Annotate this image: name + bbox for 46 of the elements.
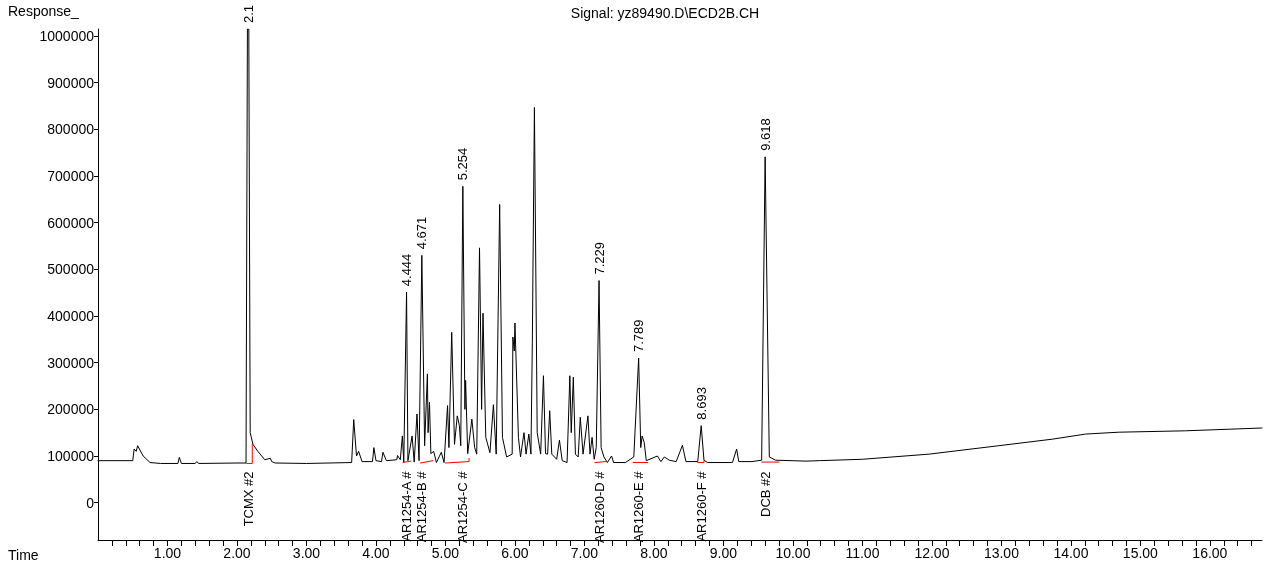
x-tick-label: 14.00 [1053, 545, 1089, 561]
annotation: TCMX #2 [241, 471, 257, 527]
annotation: 5.254 [455, 147, 471, 181]
y-tick-label: 0 [86, 494, 95, 511]
x-tick-label: 5.00 [431, 545, 460, 561]
x-tick-label: 8.00 [640, 545, 668, 561]
x-tick-label: 4.00 [362, 545, 390, 561]
y-tick-label: 600000 [47, 214, 95, 231]
annotation: AR1254-A # [399, 470, 415, 542]
y-tick-label: 100000 [47, 448, 95, 464]
x-tick-label: 11.00 [845, 545, 880, 561]
x-tick-label: 7.00 [570, 545, 599, 561]
y-tick-label: 1000000 [39, 28, 95, 44]
annotation: AR1260-D # [591, 470, 607, 544]
annotation: 7.789 [631, 319, 647, 352]
x-tick-label: 3.00 [292, 545, 321, 561]
x-tick-label: 15.00 [1122, 545, 1159, 561]
chart-title: Signal: yz89490.D\ECD2B.CH [570, 5, 760, 21]
x-tick-label: 16.00 [1192, 545, 1228, 561]
x-tick-label: 13.00 [983, 545, 1020, 561]
y-tick-label: 500000 [47, 261, 95, 278]
annotation: 2.1 [241, 4, 257, 23]
annotation: AR1254-B # [414, 470, 430, 543]
annotation: 4.671 [414, 216, 430, 250]
annotation: DCB #2 [757, 471, 773, 517]
y-tick-label: 300000 [47, 354, 95, 371]
annotation: AR1260-E # [631, 470, 647, 543]
y-axis-title: Response_ [8, 3, 80, 19]
y-tick-label: 200000 [47, 401, 95, 418]
annotation: 9.618 [757, 118, 773, 151]
y-tick-label: 900000 [47, 74, 95, 91]
x-tick-label: 1.00 [153, 545, 182, 561]
annotation: 7.229 [591, 241, 607, 275]
x-tick-label: 6.00 [501, 545, 529, 561]
y-tick-label: 400000 [47, 308, 95, 324]
annotation: 8.693 [693, 387, 709, 420]
annotation: 4.444 [399, 253, 415, 287]
y-tick-label: 700000 [47, 168, 95, 184]
y-tick-label: 800000 [47, 121, 95, 138]
x-tick-label: 12.00 [914, 545, 950, 561]
x-tick-label: 10.00 [775, 545, 811, 561]
x-axis-title: Time [8, 547, 39, 563]
x-tick-label: 9.00 [709, 545, 738, 561]
annotation: AR1254-C # [455, 470, 471, 544]
x-tick-label: 2.00 [223, 545, 251, 561]
annotation: AR1260-F # [693, 470, 709, 542]
